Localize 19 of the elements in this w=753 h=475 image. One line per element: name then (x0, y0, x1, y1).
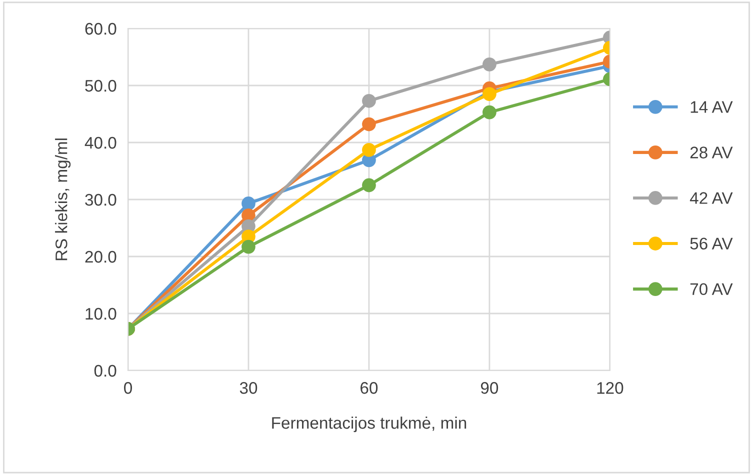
legend-label: 28 AV (690, 146, 733, 158)
y-axis-title: RS kiekis, mg/ml (55, 138, 71, 260)
x-tick-label: 0 (124, 382, 132, 394)
legend-label: 14 AV (690, 101, 733, 113)
y-tick-label: 60.0 (85, 22, 116, 35)
y-tick-label: 10.0 (86, 308, 116, 320)
x-tick-label: 60 (360, 382, 378, 394)
legend-label: 42 AV (690, 192, 733, 204)
y-tick-label: 30.0 (85, 194, 116, 206)
x-tick-label: 120 (597, 382, 624, 394)
y-tick-label: 20.0 (85, 250, 116, 263)
x-tick-label: 90 (480, 382, 498, 394)
y-tick-label: 50.0 (85, 80, 116, 92)
x-tick-label: 30 (240, 382, 258, 394)
x-axis-title: Fermentacijos trukmė, min (272, 416, 466, 432)
y-tick-label: 40.0 (84, 136, 116, 149)
y-tick-label: 0.0 (94, 364, 116, 377)
legend-label: 56 AV (690, 238, 733, 250)
legend-label: 70 AV (690, 283, 733, 296)
